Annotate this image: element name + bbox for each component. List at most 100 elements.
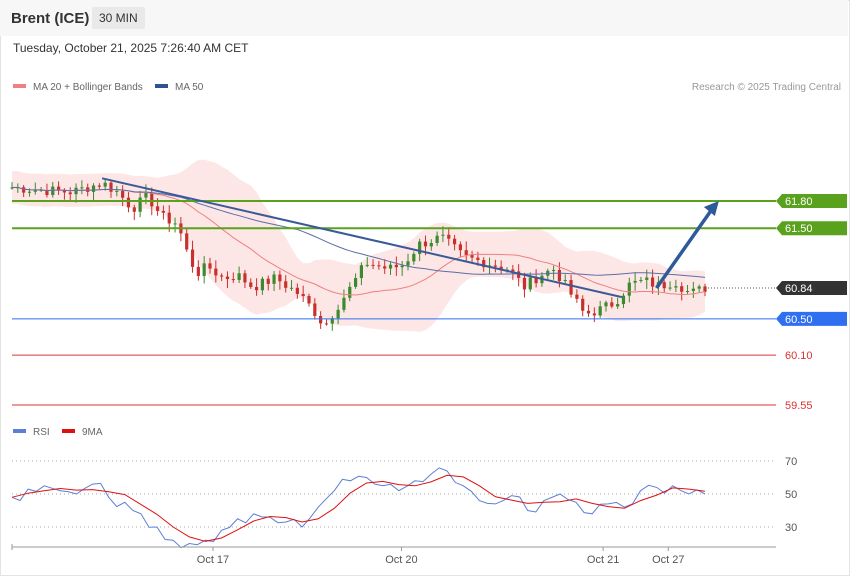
ma50-line <box>11 186 706 278</box>
candle-body <box>208 263 212 269</box>
candle-body <box>452 238 457 245</box>
price-legend: MA 20 + Bollinger Bands MA 50 <box>13 82 204 93</box>
candle-body <box>517 271 521 278</box>
rsi-legend: RSI 9MA <box>13 427 103 438</box>
candle-body <box>74 187 78 195</box>
candle-body <box>470 255 474 258</box>
candle-body <box>511 269 515 272</box>
candle-body <box>272 274 276 284</box>
candle-body <box>563 280 567 282</box>
candle-body <box>307 296 311 304</box>
candle-body <box>62 190 67 193</box>
rsi-legend-label: RSI <box>33 427 50 438</box>
candle-body <box>353 278 358 287</box>
candle-body <box>377 265 381 267</box>
candle-body <box>121 190 125 198</box>
rsi-legend-label: 9MA <box>82 427 103 438</box>
rsi-tick-70: 70 <box>785 456 797 468</box>
candle-body <box>249 282 253 287</box>
candle-body <box>400 265 404 268</box>
candle-body <box>97 185 101 187</box>
candle-body <box>697 286 701 289</box>
candle-body <box>126 197 131 208</box>
trendline <box>101 177 623 299</box>
candle-body <box>10 187 14 189</box>
candle-body <box>324 323 329 325</box>
candle-body <box>493 265 497 267</box>
candle-body <box>348 286 352 298</box>
candle-body <box>144 192 148 198</box>
time-tick-label: Oct 21 <box>587 554 619 566</box>
candle-body <box>441 234 445 236</box>
legend-label: MA 20 + Bollinger Bands <box>33 82 143 93</box>
candle-body <box>33 190 37 192</box>
rsi-ma-line <box>11 474 706 542</box>
candle-body <box>680 286 684 292</box>
chart-annotations <box>101 177 719 299</box>
candle-body <box>482 259 486 268</box>
candle-body <box>115 190 119 192</box>
candle-body <box>435 235 439 243</box>
candle-body <box>91 185 96 192</box>
forecast-arrow-shaft <box>655 206 715 290</box>
candle-body <box>685 291 690 293</box>
rsi-legend-swatch <box>62 429 75 433</box>
candle-body <box>616 304 620 307</box>
candle-body <box>138 197 142 212</box>
level-label-60.10: 60.10 <box>785 350 813 362</box>
time-axis: Oct 17 Oct 20 Oct 21 Oct 27 <box>11 544 776 566</box>
candle-body <box>342 297 346 310</box>
research-credit: Research © 2025 Trading Central <box>692 82 841 93</box>
candle-body <box>394 264 398 268</box>
candle-body <box>674 286 678 288</box>
candle-body <box>703 286 707 292</box>
rsi-tick-30: 30 <box>785 522 797 534</box>
candle-body <box>610 302 614 307</box>
forecast-arrow-head <box>703 201 719 216</box>
candle-body <box>598 306 602 316</box>
level-label-60.50: 60.50 <box>785 314 813 326</box>
candle-body <box>551 269 556 271</box>
candle-body <box>260 278 265 291</box>
instrument-title: Brent (ICE) <box>11 10 90 27</box>
candle-body <box>243 273 247 283</box>
candle-body <box>289 287 294 289</box>
candle-body <box>557 269 562 282</box>
level-tag-61.80 <box>776 194 847 208</box>
candle-body <box>691 288 695 292</box>
candle-body <box>604 302 608 307</box>
candle-body <box>418 241 422 254</box>
candle-body <box>627 282 631 296</box>
candle-body <box>569 280 573 295</box>
rsi-line <box>11 467 706 549</box>
candle-body <box>650 277 655 287</box>
level-label-61.80: 61.80 <box>785 196 813 208</box>
time-tick-label: Oct 17 <box>197 554 229 566</box>
candle-body <box>458 244 463 251</box>
chart-header: Brent (ICE) 30 MIN <box>0 0 848 36</box>
price-levels: 61.80 61.50 60.84 60.50 60.10 59.55 <box>12 194 847 412</box>
candle-body <box>359 265 364 279</box>
candle-body <box>365 264 369 266</box>
rsi-legend-swatch <box>13 429 26 433</box>
candle-body <box>22 187 26 193</box>
candle-body <box>668 287 672 289</box>
candle-body <box>575 294 579 299</box>
candle-body <box>336 309 340 319</box>
candle-body <box>254 286 259 291</box>
candle-body <box>214 268 218 276</box>
candle-body <box>406 261 410 266</box>
candle-body <box>266 278 270 284</box>
candle-body <box>639 279 643 281</box>
candle-body <box>185 233 189 250</box>
candle-body <box>464 250 468 256</box>
candle-body <box>522 277 527 290</box>
candle-body <box>447 234 451 239</box>
candle-body <box>319 315 323 324</box>
time-tick-label: Oct 20 <box>385 554 417 566</box>
candle-body <box>313 303 317 316</box>
candle-body <box>499 266 503 270</box>
rsi-tick-50: 50 <box>785 489 797 501</box>
timeframe-button[interactable]: 30 MIN <box>92 7 145 29</box>
level-tag-60.84 <box>776 281 847 296</box>
